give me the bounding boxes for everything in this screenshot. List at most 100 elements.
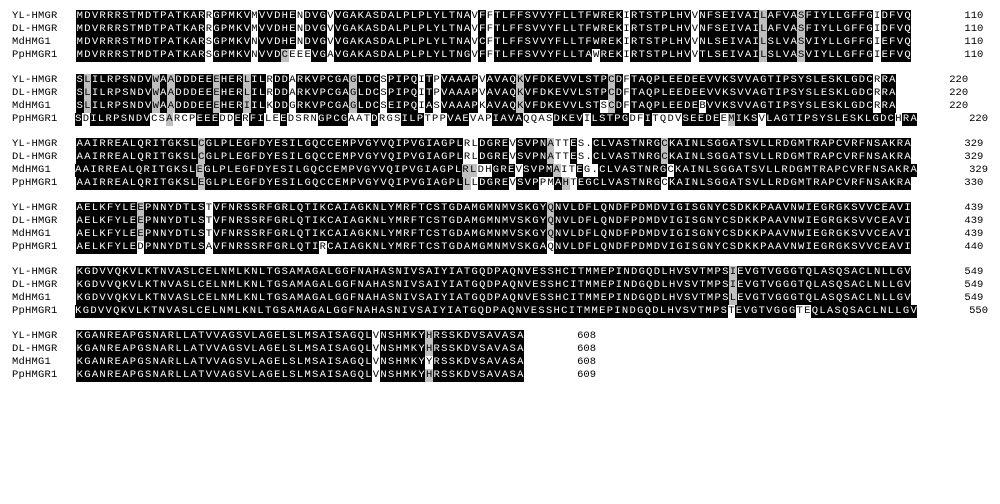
end-position: 110 — [911, 24, 983, 35]
end-position: 220 — [896, 88, 968, 99]
end-position: 549 — [911, 293, 983, 304]
end-position: 329 — [911, 152, 983, 163]
sequence-label: DL-HMGR — [12, 280, 76, 291]
alignment-row: MdHMG1KGANREAPGSNARLLATVVAGSVLAGELSLMSAI… — [12, 356, 988, 369]
sequence-residues: KGDVVQKVLKTNVASLCELNMLKNLTGSAMAGALGGFNAH… — [75, 305, 918, 318]
alignment-row: PpHMGR1KGANREAPGSNARLLATVVAGSVLAGELSLMSA… — [12, 369, 988, 382]
sequence-label: YL-HMGR — [12, 331, 76, 342]
alignment-block: YL-HMGRKGANREAPGSNARLLATVVAGSVLAGELSLMSA… — [12, 330, 988, 382]
sequence-residues: MDVRRRSTMDTPATKARRGPMKVMVVDHENDVGVVGAKAS… — [76, 10, 911, 23]
end-position: 608 — [524, 331, 596, 342]
end-position: 440 — [911, 242, 983, 253]
alignment-row: DL-HMGRAAIRREALQRITGKSLCGLPLEGFDYESILGQC… — [12, 151, 988, 164]
end-position: 110 — [911, 37, 983, 48]
sequence-label: PpHMGR1 — [12, 178, 76, 189]
end-position: 439 — [911, 216, 983, 227]
sequence-residues: KGANREAPGSNARLLATVVAGSVLAGELSLMSAISAGQLV… — [76, 343, 524, 356]
alignment-row: DL-HMGRMDVRRRSTMDTPATKARRGPMKVMVVDHENDVG… — [12, 23, 988, 36]
alignment-row: YL-HMGRAELKFYLEEPNNYDTLSTVFNRSSRFGRLQTIK… — [12, 202, 988, 215]
sequence-label: MdHMG1 — [12, 37, 76, 48]
sequence-label: MdHMG1 — [12, 101, 76, 112]
sequence-label: PpHMGR1 — [12, 306, 75, 317]
alignment-row: MdHMG1MDVRRRSTMDTPATKARSGPMKVNVVDHENDVGV… — [12, 36, 988, 49]
sequence-label: YL-HMGR — [12, 11, 76, 22]
sequence-residues: MDVRRRSTMDTPATKARSGPMKVNVVDCEEEVGAVGAKAS… — [76, 49, 911, 62]
sequence-label: PpHMGR1 — [12, 242, 76, 253]
sequence-residues: MDVRRRSTMDTPATKARRGPMKVMVVDHENDVGVVGAKAS… — [76, 23, 911, 36]
alignment-row: YL-HMGRMDVRRRSTMDTPATKARRGPMKVMVVDHENDVG… — [12, 10, 988, 23]
end-position: 608 — [524, 344, 596, 355]
sequence-residues: KGDVVQKVLKTNVASLCELNMLKNLTGSAMAGALGGFNAH… — [76, 266, 911, 279]
sequence-residues: SLILRPSNDVWAADDDEEEHERLILRDDARKVPCGAGLDC… — [76, 74, 896, 87]
alignment-row: YL-HMGRAAIRREALQRITGKSLCGLPLEGFDYESILGQC… — [12, 138, 988, 151]
sequence-label: YL-HMGR — [12, 139, 76, 150]
alignment-row: MdHMG1AAIRREALQRITGKSLEGLPLEGFDYESILGQCC… — [12, 164, 988, 177]
sequence-label: YL-HMGR — [12, 267, 76, 278]
sequence-residues: KGANREAPGSNARLLATVVAGSVLAGELSLMSAISAGQLV… — [76, 330, 524, 343]
alignment-block: YL-HMGRMDVRRRSTMDTPATKARRGPMKVMVVDHENDVG… — [12, 10, 988, 62]
end-position: 549 — [911, 280, 983, 291]
sequence-residues: SDILRPSNDVCSARCPEEEDDERFILEEDSRNGPCGAATD… — [75, 113, 918, 126]
sequence-residues: KGDVVQKVLKTNVASLCELNMLKNLTGSAMAGALGGFNAH… — [76, 279, 911, 292]
end-position: 110 — [911, 11, 983, 22]
alignment-block: YL-HMGRKGDVVQKVLKTNVASLCELNMLKNLTGSAMAGA… — [12, 266, 988, 318]
alignment-row: MdHMG1SLILRPSNDVWAADDDEEEHERIILKDDGRKVPC… — [12, 100, 988, 113]
alignment-row: PpHMGR1KGDVVQKVLKTNVASLCELNMLKNLTGSAMAGA… — [12, 305, 988, 318]
sequence-label: PpHMGR1 — [12, 114, 75, 125]
sequence-residues: KGANREAPGSNARLLATVVAGSVLAGELSLMSAISAGQLV… — [76, 356, 524, 369]
end-position: 609 — [524, 370, 596, 381]
sequence-label: PpHMGR1 — [12, 50, 76, 61]
alignment-row: DL-HMGRKGANREAPGSNARLLATVVAGSVLAGELSLMSA… — [12, 343, 988, 356]
alignment-row: PpHMGR1SDILRPSNDVCSARCPEEEDDERFILEEDSRNG… — [12, 113, 988, 126]
alignment-row: DL-HMGRAELKFYLEEPNNYDTLSTVFNRSSRFGRLQTIK… — [12, 215, 988, 228]
end-position: 439 — [911, 203, 983, 214]
alignment-row: PpHMGR1MDVRRRSTMDTPATKARSGPMKVNVVDCEEEVG… — [12, 49, 988, 62]
sequence-residues: AAIRREALQRITGKSLEGLPLEGFDYESILGQCCEMPVGY… — [76, 177, 911, 190]
sequence-label: MdHMG1 — [12, 293, 76, 304]
sequence-residues: KGANREAPGSNARLLATVVAGSVLAGELSLMSAISAGQLV… — [76, 369, 524, 382]
sequence-residues: MDVRRRSTMDTPATKARSGPMKVNVVDHENDVGVVGAKAS… — [76, 36, 911, 49]
end-position: 329 — [911, 139, 983, 150]
alignment-block: YL-HMGRAELKFYLEEPNNYDTLSTVFNRSSRFGRLQTIK… — [12, 202, 988, 254]
sequence-alignment: YL-HMGRMDVRRRSTMDTPATKARRGPMKVMVVDHENDVG… — [12, 10, 988, 382]
end-position: 608 — [524, 357, 596, 368]
alignment-row: PpHMGR1AELKFYLEDPNNYDTLSAVFNRSSRFGRLQTIR… — [12, 241, 988, 254]
sequence-label: PpHMGR1 — [12, 370, 76, 381]
sequence-label: MdHMG1 — [12, 357, 76, 368]
alignment-row: PpHMGR1AAIRREALQRITGKSLEGLPLEGFDYESILGQC… — [12, 177, 988, 190]
sequence-label: DL-HMGR — [12, 344, 76, 355]
sequence-residues: KGDVVQKVLKTNVASLCELNMLKNLTGSAMAGALGGFNAH… — [76, 292, 911, 305]
end-position: 110 — [911, 50, 983, 61]
sequence-residues: AELKFYLEEPNNYDTLSTVFNRSSRFGRLQTIKCAIAGKN… — [76, 228, 911, 241]
alignment-row: YL-HMGRSLILRPSNDVWAADDDEEEHERLILRDDARKVP… — [12, 74, 988, 87]
sequence-label: YL-HMGR — [12, 203, 76, 214]
alignment-block: YL-HMGRAAIRREALQRITGKSLCGLPLEGFDYESILGQC… — [12, 138, 988, 190]
alignment-row: DL-HMGRKGDVVQKVLKTNVASLCELNMLKNLTGSAMAGA… — [12, 279, 988, 292]
alignment-row: YL-HMGRKGANREAPGSNARLLATVVAGSVLAGELSLMSA… — [12, 330, 988, 343]
sequence-label: DL-HMGR — [12, 24, 76, 35]
sequence-label: MdHMG1 — [12, 229, 76, 240]
end-position: 329 — [917, 165, 988, 176]
sequence-label: DL-HMGR — [12, 152, 76, 163]
sequence-residues: SLILRPSNDVWAADDDEEEHERLILRDDARKVPCGAGLDC… — [76, 87, 896, 100]
sequence-residues: AAIRREALQRITGKSLEGLPLEGFDYESILGQCCEMPVGY… — [75, 164, 918, 177]
sequence-label: DL-HMGR — [12, 88, 76, 99]
alignment-block: YL-HMGRSLILRPSNDVWAADDDEEEHERLILRDDARKVP… — [12, 74, 988, 126]
sequence-residues: AAIRREALQRITGKSLCGLPLEGFDYESILGQCCEMPVGY… — [76, 138, 911, 151]
alignment-row: MdHMG1AELKFYLEEPNNYDTLSTVFNRSSRFGRLQTIKC… — [12, 228, 988, 241]
end-position: 549 — [911, 267, 983, 278]
end-position: 220 — [896, 101, 968, 112]
end-position: 550 — [917, 306, 988, 317]
end-position: 330 — [911, 178, 983, 189]
sequence-residues: SLILRPSNDVWAADDDEEEHERIILKDDGRKVPCGAGLDC… — [76, 100, 896, 113]
sequence-label: YL-HMGR — [12, 75, 76, 86]
alignment-row: MdHMG1KGDVVQKVLKTNVASLCELNMLKNLTGSAMAGAL… — [12, 292, 988, 305]
end-position: 439 — [911, 229, 983, 240]
end-position: 220 — [917, 114, 988, 125]
sequence-residues: AELKFYLEEPNNYDTLSTVFNRSSRFGRLQTIKCAIAGKN… — [76, 202, 911, 215]
sequence-label: MdHMG1 — [12, 165, 75, 176]
sequence-residues: AAIRREALQRITGKSLCGLPLEGFDYESILGQCCEMPVGY… — [76, 151, 911, 164]
alignment-row: YL-HMGRKGDVVQKVLKTNVASLCELNMLKNLTGSAMAGA… — [12, 266, 988, 279]
sequence-label: DL-HMGR — [12, 216, 76, 227]
end-position: 220 — [896, 75, 968, 86]
